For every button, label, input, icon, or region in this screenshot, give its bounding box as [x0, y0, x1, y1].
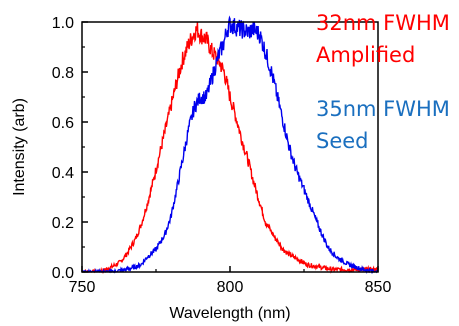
y-tick-label: 0.4 [52, 165, 74, 182]
seed-fwhm-label: 35nm FWHM [316, 97, 450, 121]
y-tick-label: 1.0 [52, 15, 74, 32]
plot-area [81, 15, 379, 275]
seed-series-label: Seed [316, 129, 369, 153]
y-tick-label: 0.8 [52, 65, 74, 82]
x-axis-title: Wavelength (nm) [169, 305, 290, 322]
y-tick-label: 0.6 [52, 115, 74, 132]
x-tick-label: 850 [365, 279, 392, 296]
y-axis-title: Intensity (arb) [11, 98, 28, 196]
x-axis: 750 800 850 [69, 266, 392, 296]
y-tick-label: 0.2 [52, 215, 74, 232]
seed-series-line [81, 15, 379, 275]
y-axis: 0.0 0.2 0.4 0.6 0.8 1.0 [52, 15, 88, 282]
amplified-series-line [81, 22, 379, 275]
amplified-series-label: Amplified [316, 43, 415, 67]
x-tick-label: 750 [69, 279, 96, 296]
amplified-fwhm-label: 32nm FWHM [316, 11, 450, 35]
x-tick-label: 800 [217, 279, 244, 296]
y-tick-label: 0.0 [52, 265, 74, 282]
